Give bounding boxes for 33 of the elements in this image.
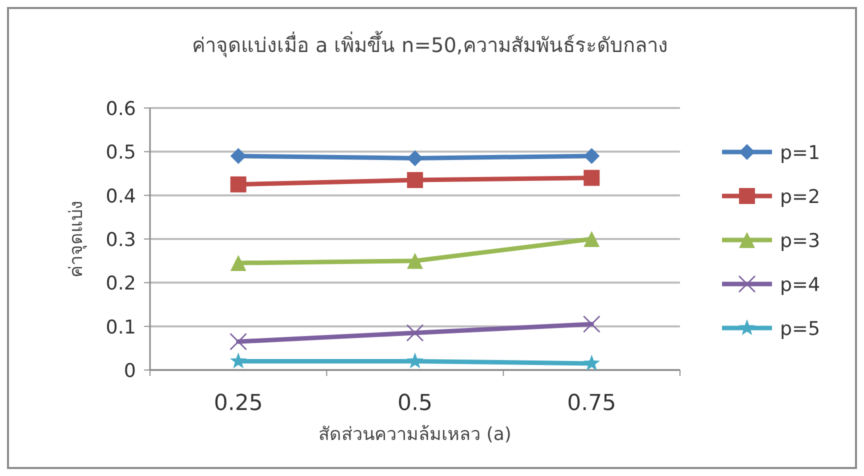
point <box>230 332 248 350</box>
x-tick-label: 0.25 <box>214 391 263 416</box>
legend-label: p=2 <box>780 186 820 208</box>
point <box>230 148 246 164</box>
x-tick-label: 0.75 <box>567 391 616 416</box>
y-axis-title: ค่าจุดแบ่ง <box>66 200 87 278</box>
point <box>406 324 424 342</box>
legend-label: p=5 <box>780 318 820 340</box>
legend-label: p=1 <box>780 142 820 164</box>
point <box>230 176 246 192</box>
point <box>584 231 600 247</box>
y-tick-label: 0 <box>124 360 136 382</box>
point <box>407 252 423 269</box>
point <box>230 255 246 272</box>
point <box>582 315 600 333</box>
chart-title: ค่าจุดแบ่งเมื่อ a เพิ่มขึ้น n=50,ความสัมพันธ์ระดับกลาง <box>192 31 668 58</box>
y-tick-label: 0.5 <box>106 142 136 164</box>
legend-label: p=3 <box>780 230 820 252</box>
point <box>407 172 423 188</box>
y-tick-label: 0.1 <box>106 316 136 338</box>
point <box>584 148 600 164</box>
point <box>406 352 424 368</box>
x-axis-title: สัดส่วนความล้มเหลว (a) <box>318 424 512 445</box>
y-tick-label: 0.6 <box>106 98 136 120</box>
point <box>407 150 423 166</box>
point <box>230 352 247 368</box>
legend-label: p=4 <box>780 274 820 296</box>
y-tick-label: 0.3 <box>106 229 136 251</box>
x-tick-label: 0.5 <box>398 391 432 416</box>
y-tick-label: 0.4 <box>106 185 136 208</box>
point <box>583 354 600 371</box>
point <box>584 170 600 186</box>
y-tick-label: 0.2 <box>106 272 136 295</box>
